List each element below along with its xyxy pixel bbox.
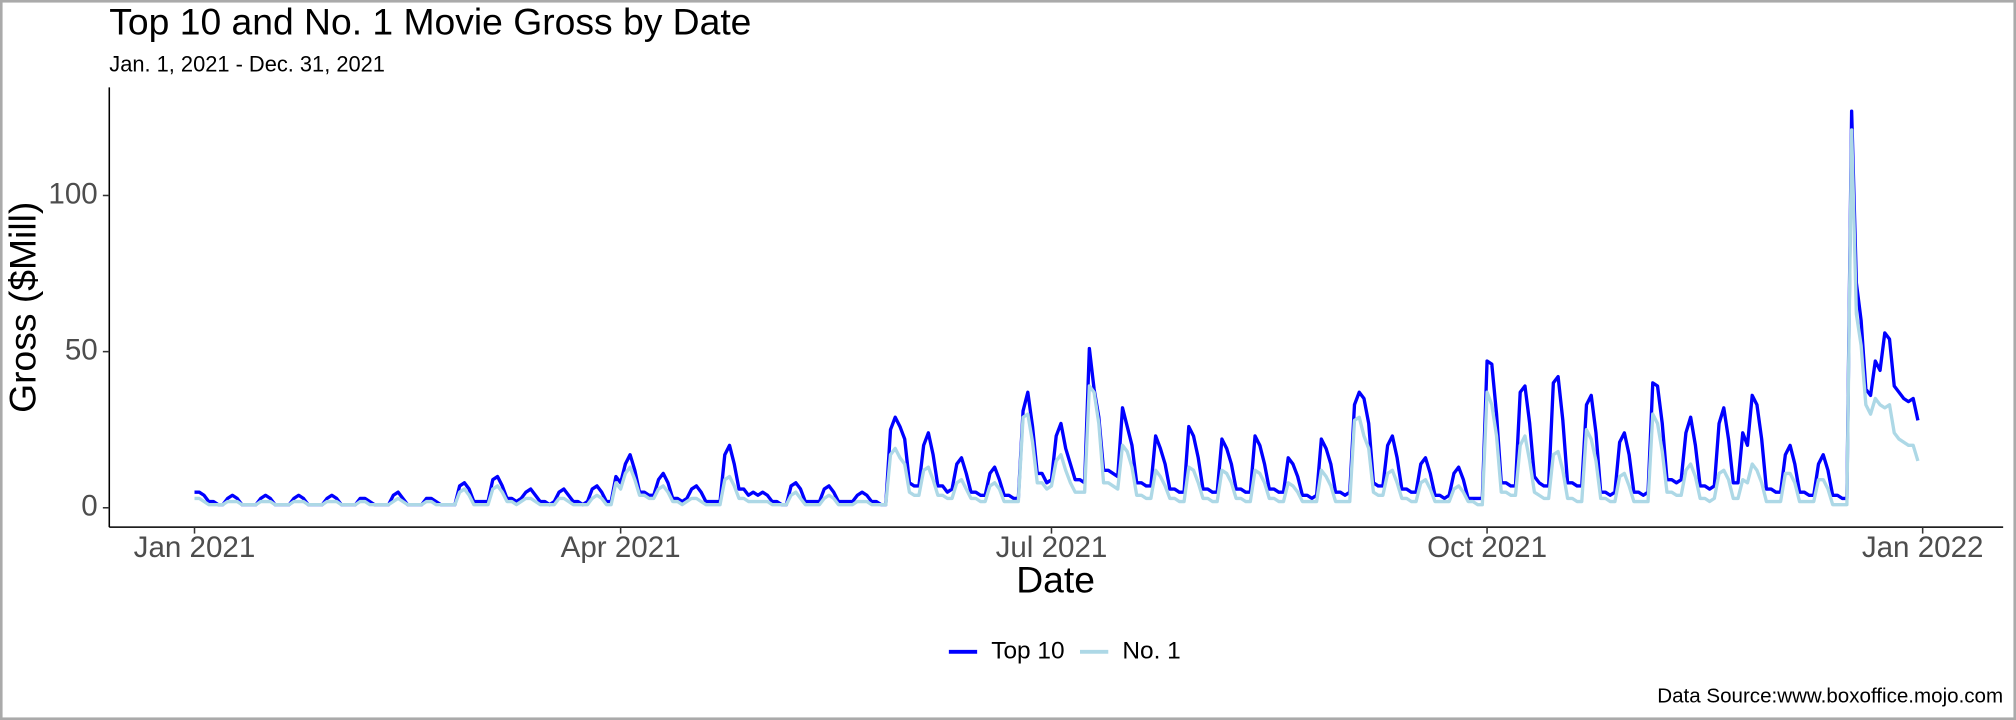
series-line: [194, 128, 1920, 507]
x-tick-label: Jan 2022: [1862, 531, 1984, 564]
y-tick-label: 0: [81, 490, 97, 523]
x-axis-title: Date: [1016, 558, 1095, 600]
series-line: [194, 109, 1920, 507]
x-tick-label: Jul 2021: [996, 531, 1108, 564]
x-tick-label: Jan 2021: [134, 531, 256, 564]
chart-title: Top 10 and No. 1 Movie Gross by Date: [109, 0, 751, 42]
x-tick-label: Oct 2021: [1427, 531, 1547, 564]
source-note: Data Source:www.boxoffice.mojo.com: [1657, 684, 2003, 707]
y-tick-label: 100: [48, 177, 97, 210]
legend-label: No. 1: [1122, 637, 1180, 664]
y-axis-title: Gross ($Mill): [2, 202, 44, 413]
x-tick-label: Apr 2021: [561, 531, 681, 564]
chart-subtitle: Jan. 1, 2021 - Dec. 31, 2021: [109, 51, 385, 76]
y-tick-label: 50: [65, 333, 98, 366]
legend-label: Top 10: [991, 637, 1064, 664]
